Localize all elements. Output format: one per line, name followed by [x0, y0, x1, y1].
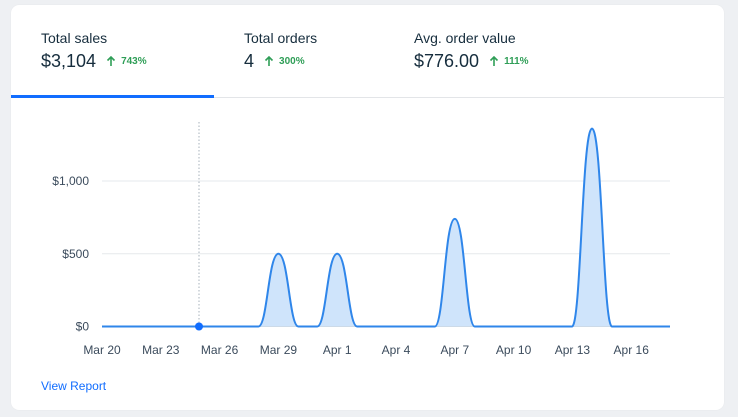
- x-tick-label: Apr 4: [382, 343, 411, 357]
- highlight-point: [195, 322, 203, 331]
- tab-value: $3,104: [41, 51, 97, 71]
- tab-label: Total orders: [244, 30, 318, 46]
- x-tick-label: Apr 1: [323, 343, 352, 357]
- view-report-link[interactable]: View Report: [41, 379, 107, 393]
- series-line: [102, 127, 670, 328]
- y-tick-label: $500: [62, 247, 89, 261]
- x-tick-label: Apr 16: [614, 343, 650, 357]
- x-tick-label: Apr 13: [555, 343, 591, 357]
- sales-chart: $0 $500 $1,000 Mar 20 Mar 23 Mar 26 Mar 29 Apr …: [52, 122, 670, 357]
- tab-value: 4: [244, 51, 255, 71]
- x-tick-label: Apr 10: [496, 343, 532, 357]
- active-tab-indicator: [11, 95, 214, 98]
- x-tick-label: Mar 29: [260, 343, 298, 357]
- sales-overview-card: Total sales $3,104 743% Total orders 4 3…: [11, 5, 724, 410]
- arrow-up-icon: [490, 56, 499, 66]
- metric-tabs: Total sales $3,104 743% Total orders 4 3…: [11, 5, 724, 98]
- change-value: 300%: [279, 56, 305, 67]
- tab-label: Avg. order value: [414, 30, 516, 46]
- tab-total-sales[interactable]: Total sales $3,104 743%: [11, 5, 214, 98]
- x-tick-label: Mar 20: [83, 343, 121, 357]
- tab-avg-order-value[interactable]: Avg. order value $776.00 111%: [384, 5, 584, 97]
- change-badge: 743%: [106, 56, 147, 67]
- x-tick-label: Mar 23: [142, 343, 180, 357]
- change-value: 111%: [504, 56, 529, 67]
- tab-total-orders[interactable]: Total orders 4 300%: [214, 5, 384, 97]
- series-area: [102, 128, 670, 327]
- y-tick-label: $1,000: [52, 174, 89, 188]
- change-badge: 300%: [264, 56, 305, 67]
- x-tick-label: Mar 26: [201, 343, 239, 357]
- tab-value: $776.00: [414, 51, 480, 71]
- change-value: 743%: [121, 56, 147, 67]
- arrow-up-icon: [264, 56, 274, 66]
- tab-label: Total sales: [41, 30, 108, 46]
- y-tick-label: $0: [76, 320, 90, 334]
- x-tick-label: Apr 7: [440, 343, 469, 357]
- arrow-up-icon: [106, 56, 116, 66]
- change-badge: 111%: [489, 56, 529, 67]
